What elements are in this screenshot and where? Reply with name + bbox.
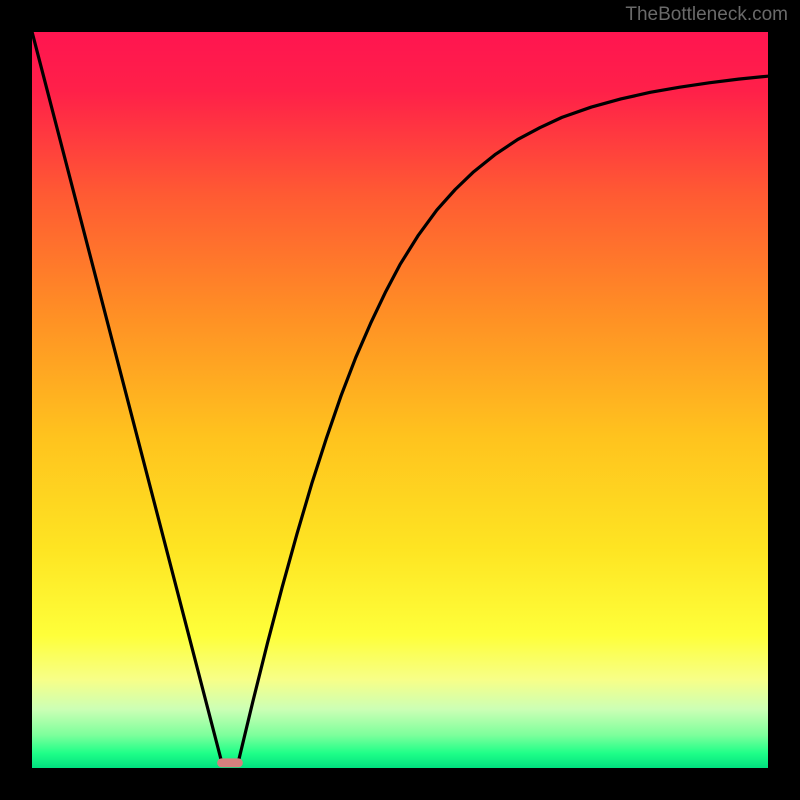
bottleneck-chart	[32, 32, 768, 768]
watermark-text: TheBottleneck.com	[625, 4, 788, 26]
chart-background	[32, 32, 768, 768]
minimum-marker	[217, 758, 243, 767]
chart-svg	[32, 32, 768, 768]
